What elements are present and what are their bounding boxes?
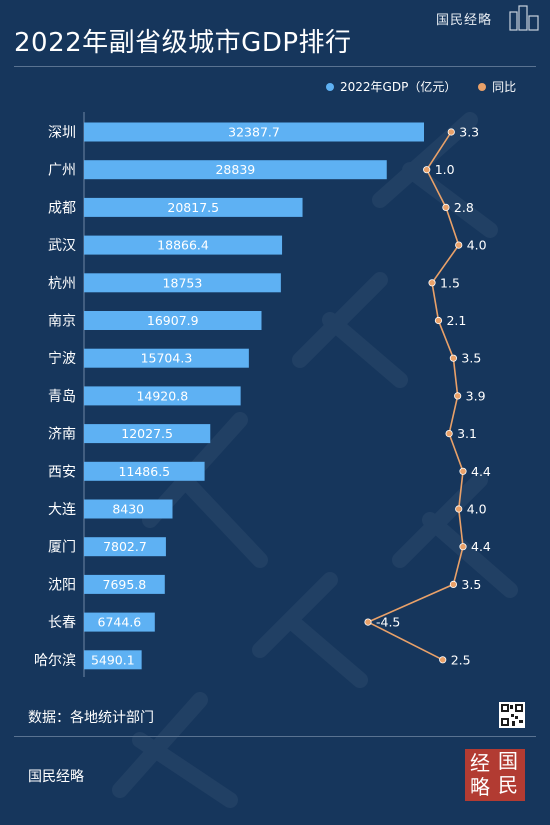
brand-logo: 经 国 略 民 [465,749,525,801]
page-title: 2022年副省级城市GDP排行 [14,28,352,58]
category-label: 沈阳 [48,577,76,593]
title-divider [14,66,536,67]
footer-brand: 国民经略 [28,769,84,785]
source-note: 数据：各地统计部门 [28,710,154,726]
yoy-point [434,316,443,325]
gdp-value-label: 20817.5 [167,200,219,215]
yoy-value-label: 4.0 [467,502,487,517]
gdp-bar [84,348,249,368]
yoy-point [364,618,372,626]
legend-label-yoy: 同比 [492,80,517,94]
gdp-bar [84,574,165,594]
category-label: 青岛 [48,389,76,405]
category-label: 宁波 [48,350,76,367]
yoy-point [459,543,467,551]
gdp-bar [84,461,205,481]
gdp-bar [84,273,281,293]
legend-item-yoy: 同比 [478,78,516,95]
category-label: 大连 [48,502,76,518]
gdp-value-label: 11486.5 [118,464,170,479]
legend-item-gdp: 2022年GDP（亿元） [326,78,456,95]
yoy-point [447,128,455,136]
gdp-value-label: 8430 [112,502,144,517]
footer-divider [14,736,536,737]
category-label: 深圳 [48,125,76,141]
gdp-value-label: 28839 [215,162,255,177]
yoy-line [366,131,464,661]
category-label: 厦门 [48,540,76,556]
logo-char: 略 [470,775,490,799]
gdp-value-label: 18753 [163,275,203,290]
legend-swatch-yoy [478,82,487,91]
gdp-value-label: 12027.5 [121,426,173,441]
gdp-bar [84,197,303,217]
gdp-bar [84,160,387,180]
yoy-value-label: 3.1 [457,426,477,441]
gdp-value-label: 16907.9 [147,313,199,328]
yoy-value-label: 2.5 [451,652,471,667]
yoy-value-label: 4.4 [471,464,491,479]
gdp-bar [84,386,241,406]
yoy-value-label: 4.0 [467,238,487,253]
category-label: 西安 [48,464,76,480]
logo-char: 民 [498,773,518,797]
yoy-value-label: -4.5 [376,615,400,630]
yoy-value-label: 2.8 [454,200,474,215]
yoy-point [449,354,457,362]
gdp-value-label: 32387.7 [228,125,280,140]
category-label: 哈尔滨 [34,653,76,669]
gdp-bar [84,311,262,330]
gdp-value-label: 7695.8 [103,577,147,592]
gdp-bar [84,499,173,519]
gdp-bar [84,612,155,632]
category-label: 广州 [48,163,76,179]
gdp-bar [84,235,283,255]
yoy-point [454,392,462,400]
gdp-bar [84,122,424,142]
yoy-point [442,203,450,212]
category-label: 长春 [48,615,76,631]
yoy-point [439,656,447,664]
qr-code-icon [499,702,525,728]
yoy-point [423,166,431,174]
building-icon [509,5,539,31]
logo-char: 经 [470,751,490,775]
gdp-bar [84,537,166,557]
category-label: 杭州 [48,276,76,292]
yoy-value-label: 2.1 [446,313,466,328]
yoy-point [428,279,436,287]
yoy-point [455,241,463,249]
yoy-value-label: 1.0 [435,162,455,177]
yoy-value-label: 3.5 [461,351,481,366]
yoy-point [459,467,467,475]
legend-label-gdp: 2022年GDP（亿元） [340,80,457,94]
gdp-value-label: 7802.7 [103,539,147,554]
category-label: 武汉 [48,238,76,254]
category-label: 济南 [48,427,76,443]
category-label: 南京 [48,314,76,330]
gdp-value-label: 6744.6 [98,615,142,630]
gdp-bar [84,424,211,444]
yoy-value-label: 1.5 [440,275,460,290]
gdp-bar [84,650,142,670]
gdp-value-label: 14920.8 [136,388,188,403]
yoy-value-label: 3.3 [459,125,479,140]
yoy-point [455,505,463,513]
gdp-value-label: 18866.4 [157,238,209,253]
yoy-value-label: 3.5 [461,577,481,592]
yoy-value-label: 4.4 [471,539,491,554]
gdp-value-label: 15704.3 [141,351,193,366]
legend-swatch-gdp [326,82,334,91]
gdp-value-label: 5490.1 [91,652,135,667]
yoy-point [445,429,453,438]
brand-name: 国民经略 [436,13,493,28]
yoy-point [449,580,457,588]
yoy-value-label: 3.9 [466,388,486,403]
chart-legend: 2022年GDP（亿元） 同比 [326,78,534,95]
category-label: 成都 [48,200,76,216]
logo-char: 国 [498,749,518,773]
